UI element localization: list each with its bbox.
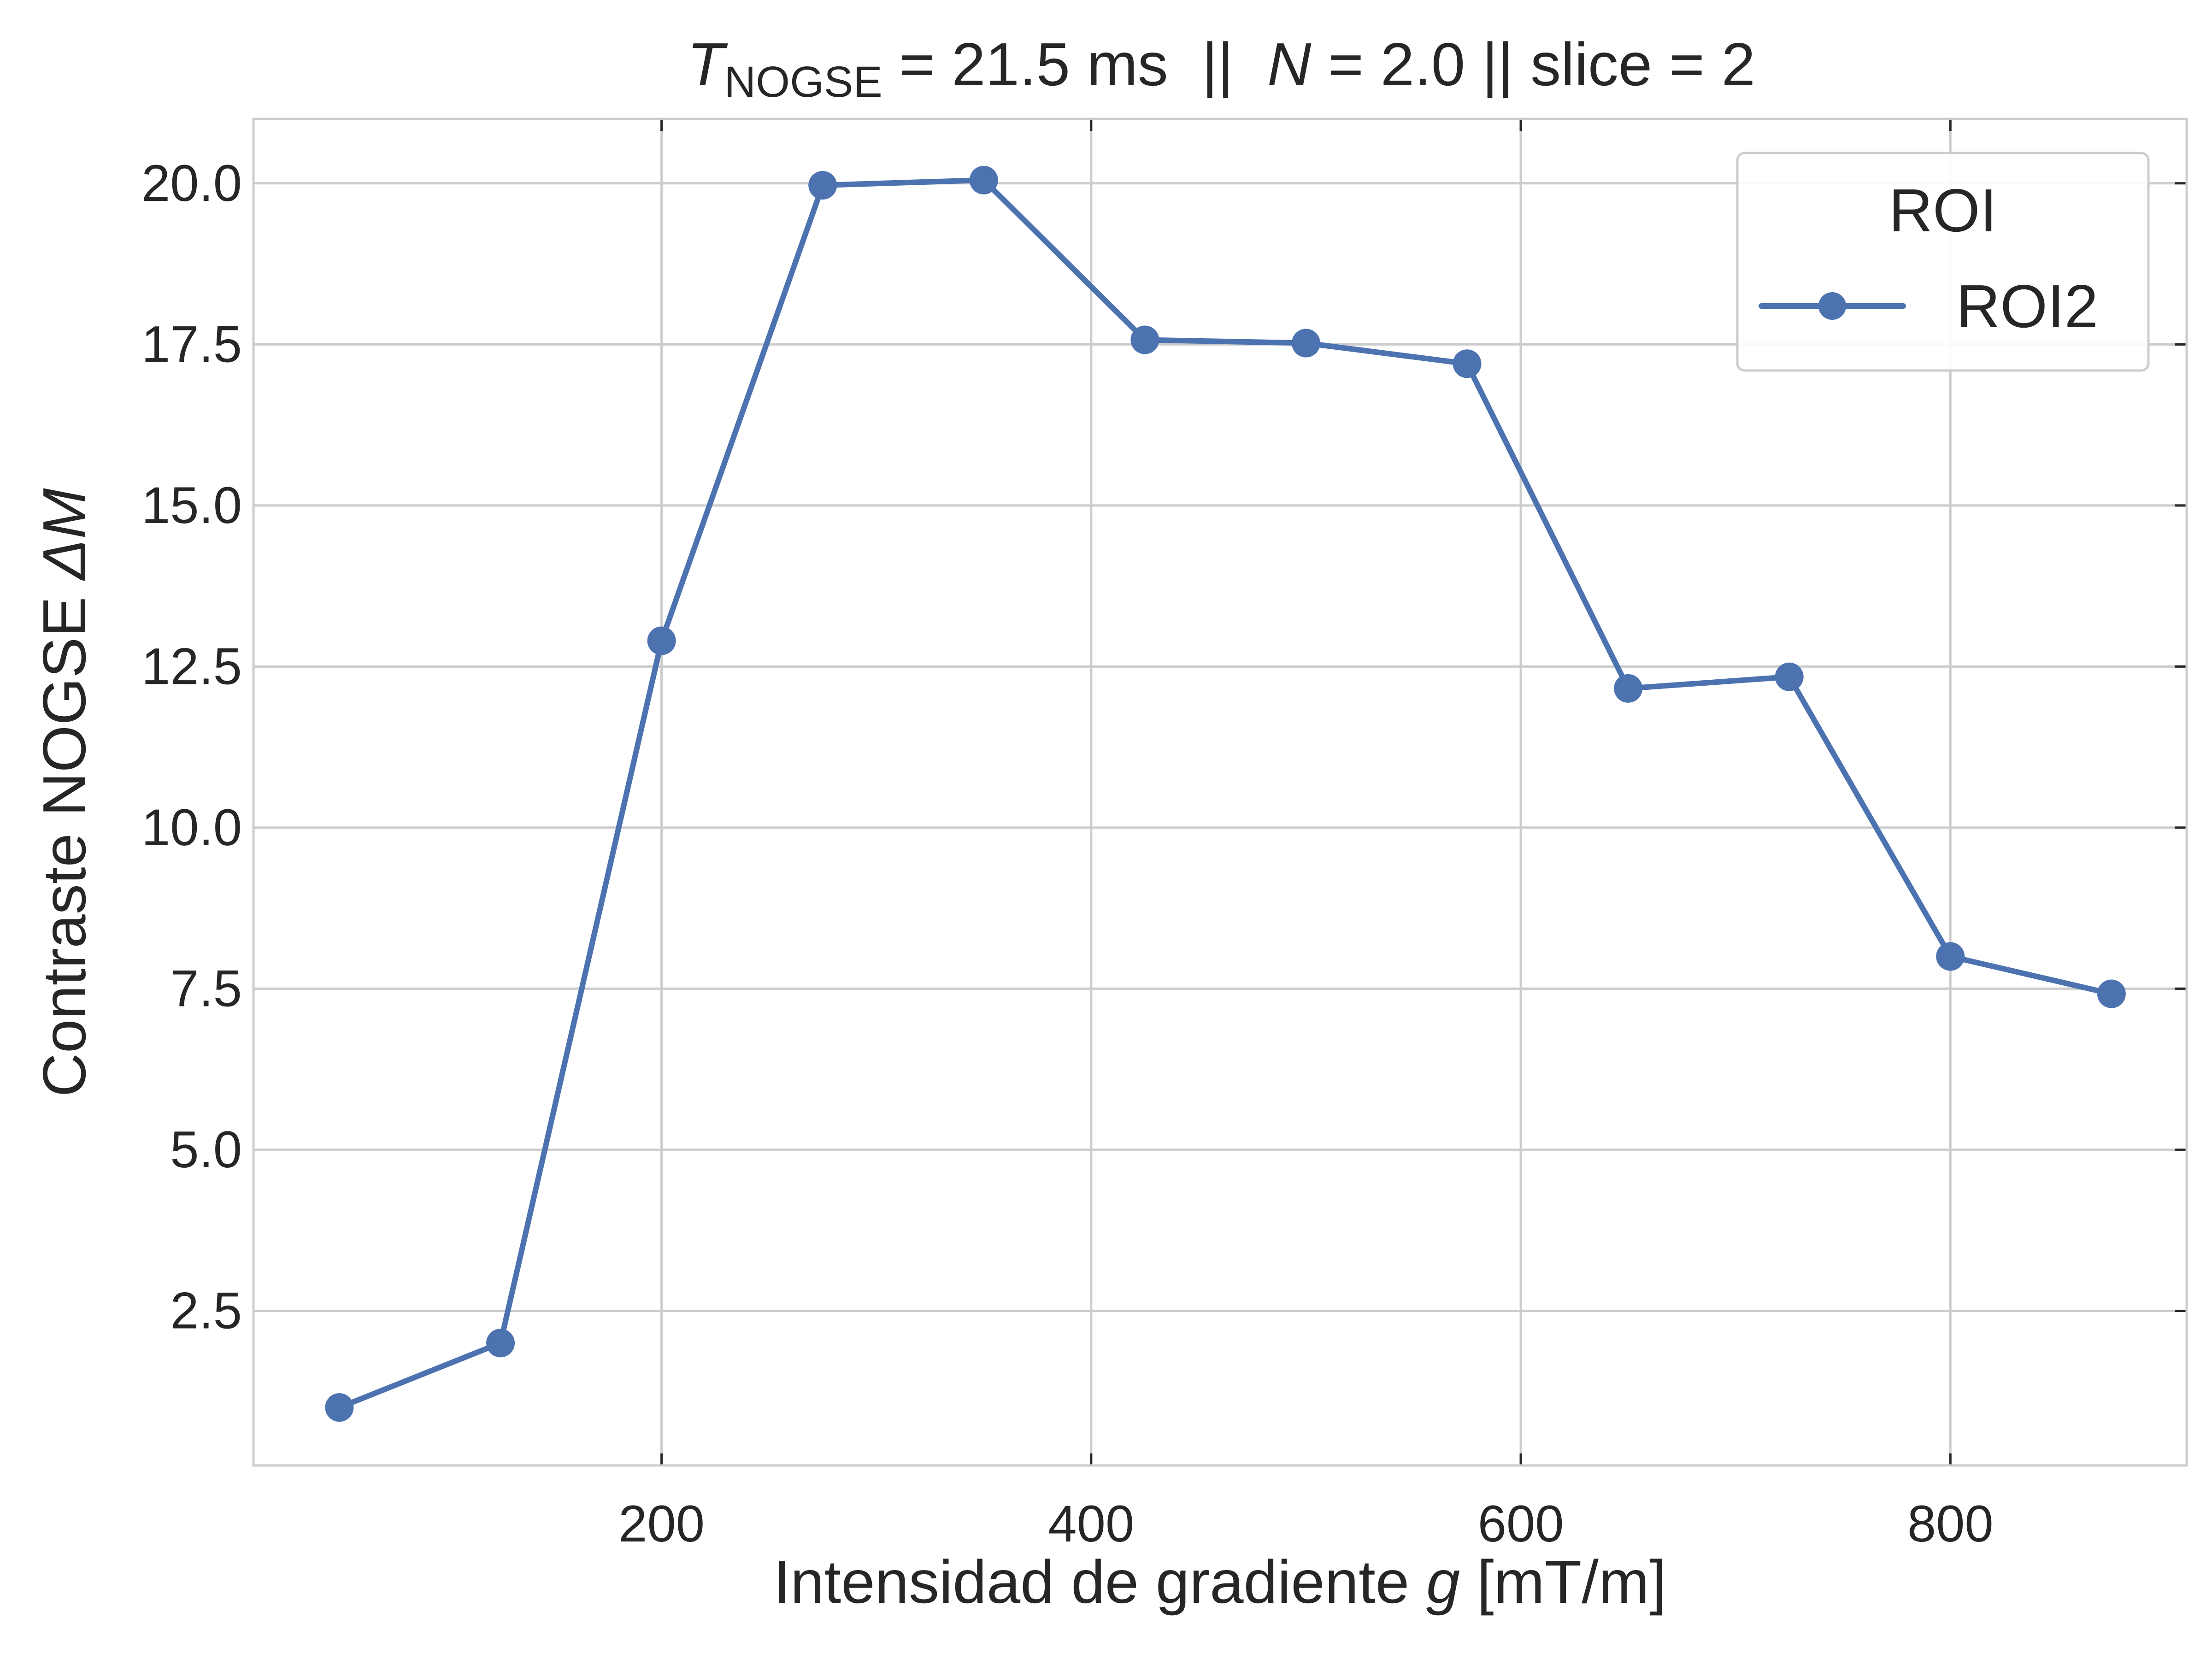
data-point	[2097, 979, 2126, 1008]
data-point	[969, 165, 998, 194]
x-axis-label-suffix: [mT/m]	[1460, 1548, 1666, 1616]
data-point	[1936, 942, 1965, 971]
data-point	[647, 626, 676, 655]
y-axis-label-prefix: Contraste NOGSE	[30, 580, 98, 1097]
data-point	[1291, 329, 1320, 358]
title-text-1: = 21.5 ms ||	[882, 30, 1267, 98]
data-point	[1614, 674, 1643, 703]
y-tick-label: 20.0	[141, 154, 242, 212]
x-axis-label: Intensidad de gradiente g [mT/m]	[773, 1548, 1666, 1616]
data-point	[1775, 662, 1804, 691]
title-n-symbol: N	[1267, 30, 1312, 98]
data-point	[808, 171, 837, 200]
title-text-2: = 2.0 || slice = 2	[1311, 30, 1755, 98]
series-layer	[325, 165, 2126, 1422]
data-point	[1453, 349, 1482, 378]
y-tick-label: 7.5	[170, 959, 242, 1017]
x-axis-label-prefix: Intensidad de gradiente	[773, 1548, 1426, 1616]
x-tick-label: 800	[1907, 1495, 1994, 1553]
y-axis-label: Contraste NOGSE ΔM	[30, 488, 98, 1097]
y-tick-label: 17.5	[141, 315, 242, 373]
title-t-symbol: T	[687, 30, 728, 98]
x-axis-label-symbol: g	[1426, 1548, 1460, 1616]
axis-ticks	[660, 119, 2187, 1465]
y-tick-label: 2.5	[170, 1282, 242, 1339]
legend: ROI ROI2	[1736, 152, 2150, 372]
legend-title: ROI	[1889, 176, 1997, 244]
data-point	[325, 1393, 354, 1422]
grid	[253, 119, 2187, 1465]
legend-label-roi2: ROI2	[1956, 272, 2098, 340]
y-tick-label: 15.0	[141, 477, 242, 534]
x-tick-label: 400	[1048, 1495, 1134, 1553]
series-line-roi2	[336, 177, 2114, 1411]
plot-frame	[252, 118, 2188, 1467]
chart-title: TNOGSE = 21.5 ms || N = 2.0 || slice = 2	[687, 30, 1755, 106]
y-axis-label-symbol: ΔM	[30, 488, 98, 582]
y-tick-label: 5.0	[170, 1121, 242, 1178]
data-point	[1130, 325, 1159, 354]
y-tick-labels: 2.5 5.0 7.5 10.0 12.5 15.0 17.5 20.0	[141, 154, 242, 1340]
y-tick-label: 10.0	[141, 799, 242, 856]
x-tick-label: 600	[1478, 1495, 1564, 1553]
legend-marker-roi2	[1818, 292, 1846, 320]
y-tick-label: 12.5	[141, 637, 242, 695]
data-point	[486, 1329, 515, 1358]
x-tick-label: 200	[618, 1495, 705, 1553]
x-tick-labels: 200 400 600 800	[618, 1495, 1994, 1553]
title-t-subscript: NOGSE	[724, 58, 882, 106]
